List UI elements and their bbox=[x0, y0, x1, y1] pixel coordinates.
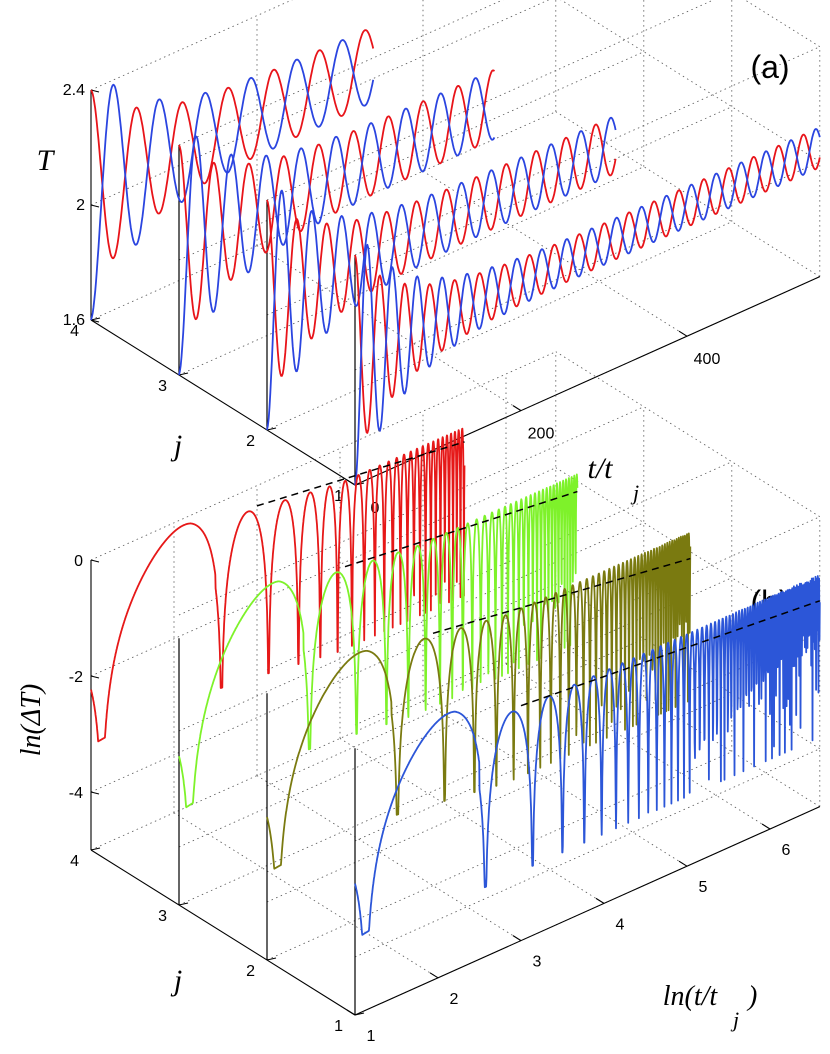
t-axis-label-sub: j bbox=[630, 480, 639, 505]
x-tick-label: 2 bbox=[450, 991, 459, 1008]
z-tick bbox=[90, 89, 100, 93]
z-axis-label: ln(ΔT) bbox=[16, 684, 47, 756]
envelope-dashed-line bbox=[256, 441, 465, 507]
x-tick bbox=[346, 1009, 356, 1016]
z-tick-label: 1.6 bbox=[63, 312, 85, 329]
series-line bbox=[266, 116, 617, 431]
grid-j4-0 bbox=[90, 641, 556, 851]
j-axis bbox=[90, 849, 356, 1016]
j-tick bbox=[178, 372, 189, 376]
x-tick bbox=[761, 823, 771, 830]
x-axis bbox=[354, 806, 821, 1016]
z-tick-label: 0 bbox=[74, 553, 83, 570]
mid-grid-j4 bbox=[90, 0, 550, 206]
floor-grid-j2 bbox=[266, 221, 732, 431]
series-line bbox=[90, 29, 375, 260]
back-j-grid-0 bbox=[555, 641, 821, 808]
panel-label-a: (a) bbox=[750, 49, 789, 85]
x-axis-label: ln(t/t bbox=[663, 981, 719, 1012]
z-tick bbox=[90, 675, 100, 679]
j-tick bbox=[178, 902, 189, 906]
panel-a: 1.6 2 2.4 1 2 3 4 0 200 400 Tj t/t j (a) bbox=[37, 0, 821, 517]
x-axis-label-sub: j bbox=[730, 1007, 739, 1032]
j-tick-label: 2 bbox=[246, 433, 255, 450]
t-grid-200 bbox=[256, 245, 522, 411]
j-axis-label: j bbox=[170, 964, 182, 997]
back-j-grid-2 bbox=[744, 0, 821, 48]
back-j-grid-3 bbox=[555, 351, 821, 518]
j-tick-label: 3 bbox=[158, 378, 167, 395]
z-tick bbox=[90, 204, 100, 208]
x-tick-label: 1 bbox=[367, 1028, 376, 1045]
z-tick-label: 2 bbox=[76, 197, 85, 214]
x-grid-3 bbox=[256, 775, 522, 941]
t-tick-label: 200 bbox=[528, 426, 555, 443]
series-line bbox=[354, 575, 821, 936]
envelope-dashed-line bbox=[344, 490, 578, 568]
j-axis-label: j bbox=[170, 429, 182, 462]
grid-j3-0 bbox=[178, 696, 644, 906]
x-tick-label: 5 bbox=[699, 879, 708, 896]
j-tick bbox=[354, 1012, 365, 1016]
x-tick bbox=[429, 972, 439, 979]
z-tick-label: 2.4 bbox=[63, 82, 85, 99]
x-grid-5 bbox=[422, 700, 688, 867]
x-tick bbox=[512, 935, 522, 942]
grid-j1-1 bbox=[354, 748, 820, 958]
j-tick-label: 4 bbox=[70, 323, 79, 340]
j-axis bbox=[90, 319, 356, 486]
j-tick-label: 3 bbox=[158, 908, 167, 925]
z-tick bbox=[90, 791, 100, 795]
series-line bbox=[354, 128, 821, 486]
grid-j2-0 bbox=[266, 751, 732, 961]
j-tick-label: 1 bbox=[334, 1018, 343, 1035]
t-axis-label: t/t bbox=[587, 452, 613, 485]
back-j-grid-1 bbox=[560, 0, 821, 163]
x-grid-4 bbox=[339, 738, 605, 904]
j-tick bbox=[90, 847, 101, 851]
envelope-dashed-line bbox=[520, 600, 821, 707]
z-tick-label: -2 bbox=[69, 669, 83, 686]
j-tick-label: 1 bbox=[334, 488, 343, 505]
j-tick-label: 2 bbox=[246, 963, 255, 980]
j-tick-label: 4 bbox=[70, 853, 79, 870]
z-tick bbox=[90, 559, 100, 563]
x-grid-2 bbox=[173, 812, 439, 979]
grid-j2-1 bbox=[266, 693, 732, 903]
series-line bbox=[178, 473, 579, 809]
series-line bbox=[178, 77, 496, 376]
top-grid-j4 bbox=[90, 0, 293, 91]
j-tick bbox=[266, 427, 277, 431]
series-line bbox=[266, 532, 692, 870]
series-line bbox=[266, 123, 617, 377]
j-tick bbox=[90, 317, 101, 321]
series-line bbox=[90, 427, 466, 743]
t-tick bbox=[346, 479, 356, 486]
x-tick bbox=[595, 897, 605, 904]
x-tick bbox=[678, 860, 688, 867]
t-grid-400 bbox=[422, 170, 688, 337]
t-tick bbox=[678, 330, 688, 337]
series-line bbox=[178, 69, 496, 321]
x-tick-label: 4 bbox=[616, 916, 625, 933]
t-tick bbox=[512, 405, 522, 412]
j-tick bbox=[266, 957, 277, 961]
top-grid-j2 bbox=[266, 0, 715, 201]
series-line bbox=[90, 39, 375, 321]
z-tick bbox=[90, 319, 100, 323]
t-tick-label: 0 bbox=[371, 500, 380, 517]
t-tick-label: 400 bbox=[694, 351, 721, 368]
x-axis-label-close: ) bbox=[746, 981, 757, 1012]
envelope-dashed-line bbox=[432, 557, 691, 635]
x-tick-label: 3 bbox=[533, 954, 542, 971]
x-tick-label: 6 bbox=[782, 842, 791, 859]
series-line bbox=[354, 133, 821, 434]
z-tick-label: -4 bbox=[69, 785, 83, 802]
z-axis-label: T bbox=[37, 144, 56, 177]
